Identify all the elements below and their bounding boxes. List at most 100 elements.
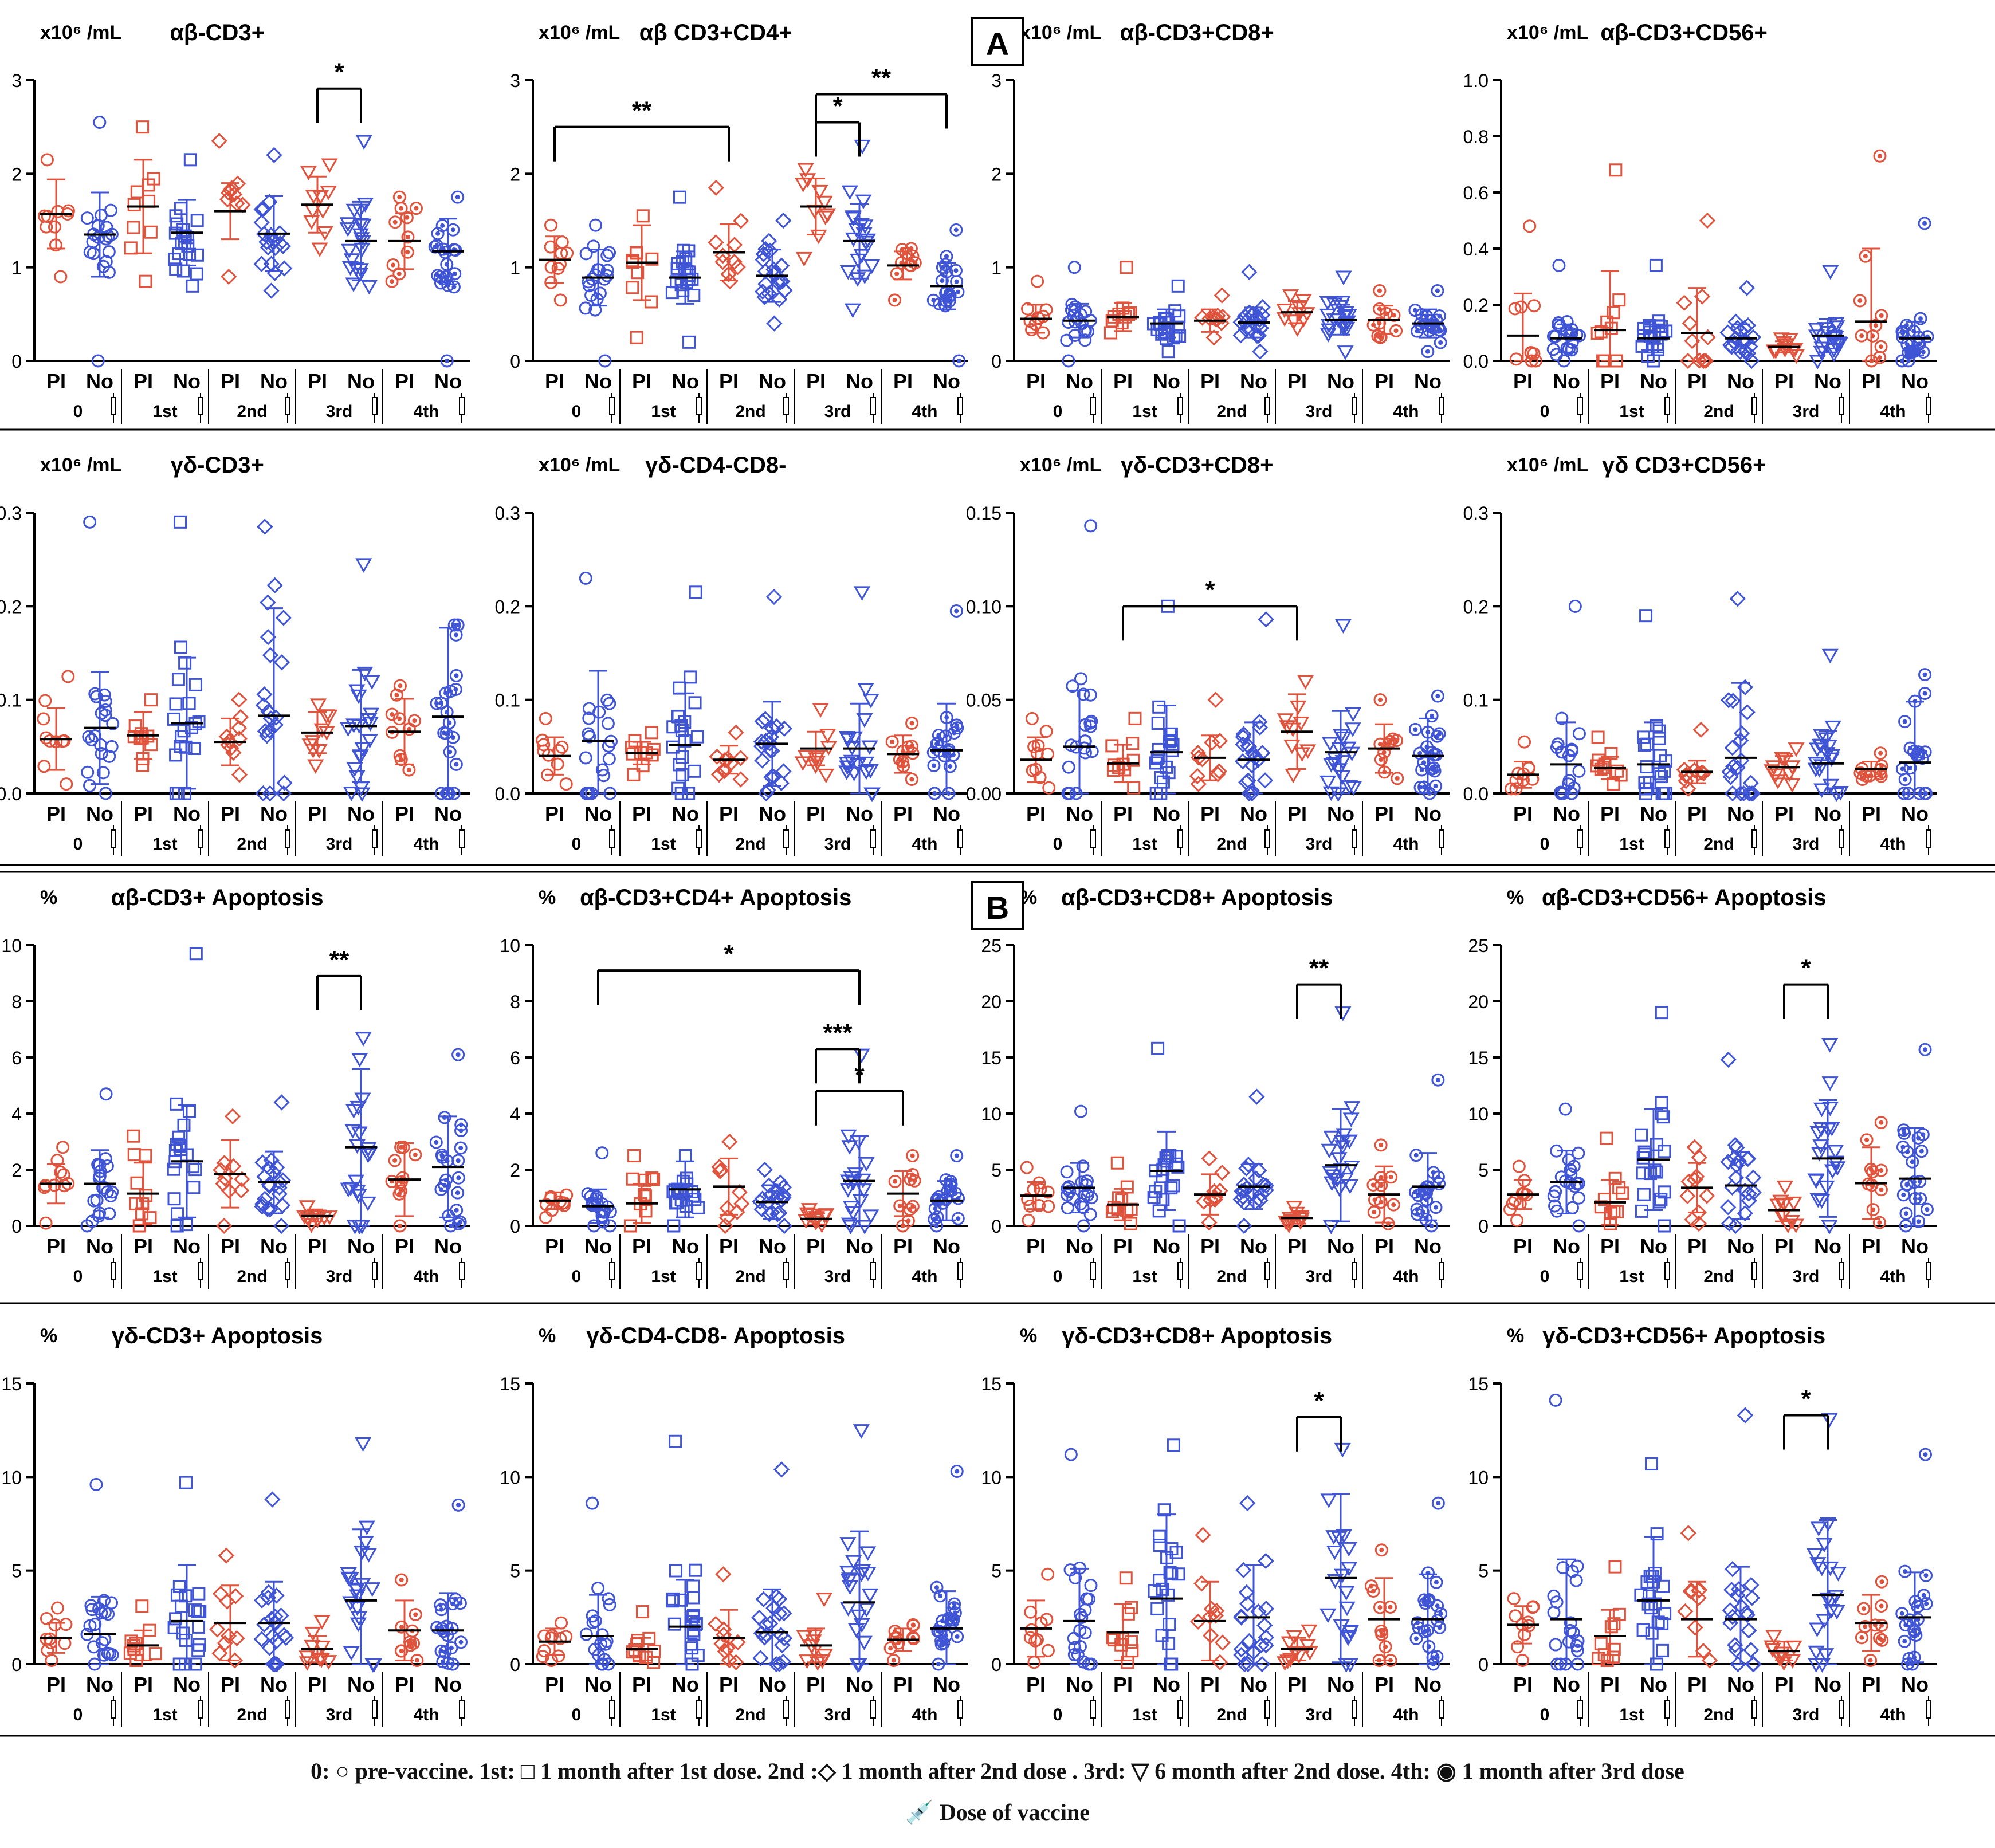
data-point [1638, 776, 1652, 790]
data-point [1827, 1145, 1844, 1159]
group-2 [80, 1477, 119, 1671]
data-point [1421, 345, 1435, 359]
legend-line-timepoints: 0: ○ pre-vaccine. 1st: □ 1 month after 1… [311, 1758, 1684, 1784]
y-tick-label: 3 [11, 70, 22, 91]
data-point [638, 1188, 651, 1201]
group-6 [1232, 264, 1271, 360]
group-label: PI [1513, 1673, 1533, 1696]
y-tick-label: 1 [991, 258, 1002, 278]
y-tick-label: 15 [1, 1374, 22, 1394]
data-point [1060, 333, 1074, 347]
data-point [234, 1171, 250, 1188]
data-point [266, 577, 283, 593]
group-9 [1855, 1116, 1888, 1229]
syringe-icon [1751, 825, 1757, 855]
data-point [839, 265, 857, 280]
group-9 [1368, 693, 1404, 785]
data-point [451, 618, 465, 632]
data-point [1156, 1162, 1170, 1176]
significance-bracket: * [1783, 1385, 1829, 1450]
group-label: No [1066, 1673, 1093, 1696]
group-9 [885, 717, 920, 786]
data-point [1299, 1639, 1317, 1654]
data-point [539, 711, 552, 725]
group-label: No [846, 1234, 873, 1258]
data-point [1809, 742, 1826, 757]
data-point [1343, 1161, 1360, 1175]
data-point [274, 238, 292, 254]
data-point [350, 689, 367, 705]
data-point [60, 777, 73, 791]
group-10 [1895, 668, 1933, 800]
data-point [216, 1217, 233, 1234]
significance-label: ** [632, 97, 652, 125]
data-point [1853, 294, 1867, 308]
data-point [1279, 1654, 1297, 1669]
data-point [1564, 1167, 1578, 1181]
syringe-icon [1664, 1258, 1670, 1288]
syringe-icon [957, 1696, 963, 1726]
data-point [264, 1491, 281, 1508]
group-2 [1547, 1393, 1585, 1671]
group-10 [1895, 217, 1934, 368]
data-point [1658, 1145, 1671, 1158]
data-point [313, 1640, 331, 1656]
syringe-icon: 💉 [905, 1799, 934, 1825]
data-point [1338, 1658, 1355, 1673]
data-point [1915, 1145, 1929, 1158]
data-point [1021, 302, 1035, 316]
section-separators [0, 428, 1995, 1737]
data-point [345, 1104, 362, 1119]
timepoint-label: 1st [152, 402, 177, 421]
data-point [845, 1175, 862, 1190]
syringe-icon [1090, 1696, 1096, 1726]
y-tick-label: 0 [1478, 1216, 1489, 1237]
group-label: PI [719, 1234, 739, 1258]
syringe-icon [285, 393, 290, 423]
timepoint-label: 3rd [326, 402, 353, 421]
data-point [394, 1175, 408, 1189]
timepoint-label: 0 [1540, 402, 1550, 421]
data-point [587, 239, 600, 253]
data-point [255, 697, 272, 714]
data-point [1612, 293, 1626, 307]
data-point [354, 1437, 372, 1452]
chart-title: γδ-CD3+CD8+ Apoptosis [1062, 1323, 1332, 1348]
data-point [1659, 754, 1672, 768]
chart-title: γδ-CD4-CD8- [645, 453, 787, 478]
data-point [1552, 258, 1566, 272]
data-point [1526, 772, 1540, 786]
data-point [355, 135, 372, 150]
y-tick-label: 0 [11, 1216, 22, 1237]
data-point [1254, 299, 1271, 316]
group-label: PI [545, 802, 564, 825]
timepoint-label: 2nd [1216, 402, 1247, 421]
data-point [626, 281, 639, 294]
data-point [1828, 1605, 1845, 1620]
data-point [713, 1635, 730, 1652]
data-point [673, 190, 686, 204]
data-point [888, 1175, 902, 1189]
group-label: PI [395, 1673, 414, 1696]
data-point [838, 765, 855, 780]
data-point [636, 209, 650, 223]
data-point [1152, 742, 1165, 756]
data-point [1514, 300, 1528, 314]
data-point [1338, 1586, 1355, 1601]
data-point [83, 245, 97, 259]
data-point [1063, 1185, 1077, 1198]
syringe-icon [1926, 1258, 1931, 1288]
group-4 [1635, 258, 1673, 368]
data-point [39, 1216, 53, 1230]
data-point [582, 702, 596, 715]
group-1 [536, 1616, 573, 1667]
syringe-icon [1751, 1258, 1757, 1288]
data-point [1124, 1217, 1137, 1230]
data-point [773, 257, 790, 274]
data-point [139, 1149, 152, 1162]
data-point [771, 1205, 788, 1221]
data-point [269, 1656, 285, 1673]
data-point [559, 777, 573, 791]
data-point [1570, 1643, 1584, 1657]
data-point [445, 1641, 458, 1655]
